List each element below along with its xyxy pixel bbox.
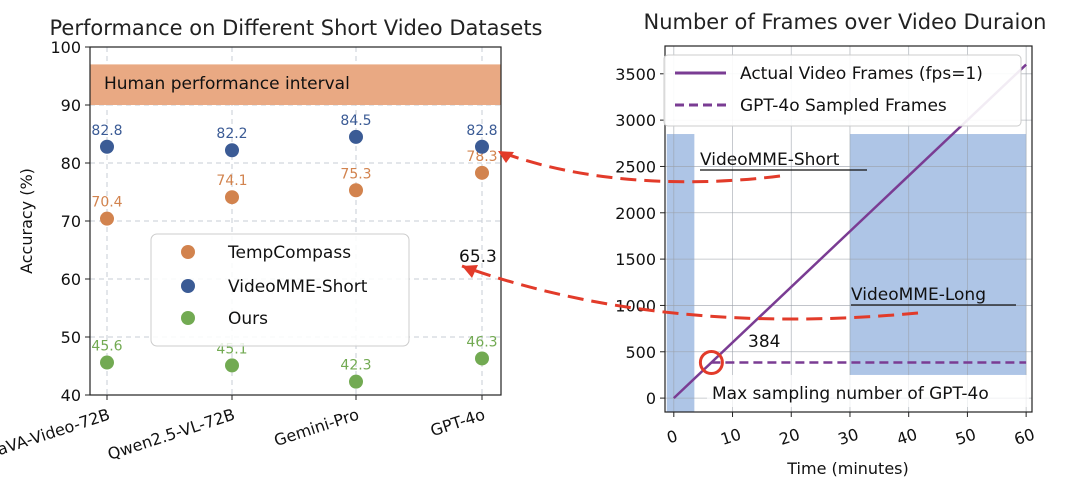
left-legend: TempCompass VideoMME-Short Ours [150, 233, 410, 347]
left-chart-title: Performance on Different Short Video Dat… [49, 16, 542, 40]
left-ytick-label: 80 [61, 154, 81, 173]
point-ours-2 [349, 374, 363, 389]
legend-marker-ours [181, 311, 195, 325]
human-performance-band [90, 64, 501, 105]
point-videomme_short-0 [100, 139, 114, 154]
videomme-short-label: VideoMME-Short [700, 150, 840, 170]
point-videomme_short-2 [349, 129, 363, 144]
left-legend-box [150, 233, 410, 347]
right-ytick-label: 2000 [615, 204, 656, 223]
right-xtick-label: 10 [718, 425, 743, 449]
chart-performance: Performance on Different Short Video Dat… [0, 16, 543, 465]
left-ytick-label: 40 [61, 386, 81, 405]
right-xtick-label: 60 [1012, 425, 1037, 449]
data-label-videomme_short-3: 82.8 [466, 123, 497, 139]
right-legend-box [663, 54, 1022, 127]
human-band-label: Human performance interval [104, 74, 350, 94]
arrow-long-curve [461, 264, 919, 321]
point-tempcompass-0 [100, 211, 114, 226]
legend-label-actual: Actual Video Frames (fps=1) [740, 64, 983, 84]
highlight-circle [698, 350, 724, 376]
data-label-ours-0: 45.6 [91, 339, 122, 355]
connector-arrows [461, 149, 919, 321]
left-ytick-label: 90 [61, 96, 81, 115]
left-y-axis-label: Accuracy (%) [17, 168, 36, 274]
arrow-long-head [462, 265, 478, 278]
point-ours-3 [475, 351, 489, 366]
right-ytick-label: 3000 [615, 111, 656, 130]
legend-label-videomme_short: VideoMME-Short [228, 277, 368, 297]
right-xtick-label: 40 [894, 425, 919, 449]
data-label-videomme_short-1: 82.2 [216, 126, 247, 142]
right-x-ticks: 0 10 20 30 40 50 60 [664, 412, 1037, 449]
left-marks: 70.474.1 75.378.382.8 82.284.582.845.6 45.1… [91, 113, 498, 389]
left-ytick-label: 100 [50, 38, 81, 57]
data-label-videomme_short-2: 84.5 [340, 113, 371, 129]
right-xtick-label: 50 [953, 425, 978, 449]
point-videomme_short-3 [475, 139, 489, 154]
data-label-videomme_short-0: 82.8 [91, 123, 122, 139]
point-tempcompass-2 [349, 183, 363, 198]
right-xtick-label: 30 [836, 425, 861, 449]
left-xtick-label: Qwen2.5-VL-72B [105, 405, 237, 464]
shaded-region-1 [849, 134, 1027, 375]
shaded-region-0 [666, 134, 695, 412]
right-chart-title: Number of Frames over Video Duraion [644, 10, 1047, 34]
right-plot-frame [664, 45, 1033, 413]
point-tempcompass-3 [475, 165, 489, 180]
point-label-384: 384 [748, 332, 780, 352]
left-xtick-label: LLaVA-Video-72B [0, 405, 112, 465]
data-label-tempcompass-0: 70.4 [91, 195, 122, 211]
max-sampling-label: Max sampling number of GPT-4o [712, 384, 989, 404]
right-xtick-label: 20 [777, 425, 802, 449]
right-ytick-label: 500 [625, 343, 656, 362]
right-x-axis-label: Time (minutes) [786, 459, 909, 478]
point-videomme_short-1 [225, 143, 239, 158]
right-annotations: 384 Max sampling number of GPT-4o VideoMME… [698, 150, 1029, 407]
right-ytick-label: 2500 [615, 157, 656, 176]
data-label-ours-3: 46.3 [466, 334, 497, 350]
right-ytick-label: 1500 [615, 250, 656, 269]
left-ytick-label: 50 [61, 328, 81, 347]
data-label-tempcompass-2: 75.3 [340, 166, 371, 182]
data-label-tempcompass-1: 74.1 [216, 173, 247, 189]
legend-marker-videomme_short [181, 279, 195, 293]
arrow-short-curve [497, 149, 781, 184]
point-tempcompass-1 [225, 190, 239, 205]
max-label-background [707, 375, 1029, 407]
right-xtick-label: 0 [664, 426, 680, 447]
arrow-short-head [498, 151, 514, 163]
left-xtick-label: GPT-4o [428, 405, 487, 440]
legend-label-ours: Ours [228, 309, 268, 329]
legend-label-sampled: GPT-4o Sampled Frames [740, 96, 947, 116]
point-ours-1 [225, 358, 239, 373]
data-label-ours-2: 42.3 [340, 358, 371, 374]
right-ytick-label: 0 [646, 389, 656, 408]
data-label-tempcompass-3: 78.3 [466, 149, 497, 165]
right-ytick-label: 3500 [615, 65, 656, 84]
legend-marker-tempcompass [181, 245, 195, 259]
left-ytick-label: 70 [61, 212, 81, 231]
annotation-65-3: 65.3 [459, 247, 497, 267]
left-xtick-label: Gemini-Pro [272, 405, 362, 450]
left-ytick-label: 60 [61, 270, 81, 289]
point-ours-0 [100, 355, 114, 370]
left-y-ticks: 40 50 60 70 80 90 100 [50, 38, 90, 405]
legend-label-tempcompass: TempCompass [227, 243, 351, 263]
right-legend: Actual Video Frames (fps=1) GPT-4o Sample… [663, 54, 1022, 127]
videomme-long-label: VideoMME-Long [851, 285, 986, 305]
chart-frames: Number of Frames over Video Duraion 0500… [615, 10, 1046, 478]
